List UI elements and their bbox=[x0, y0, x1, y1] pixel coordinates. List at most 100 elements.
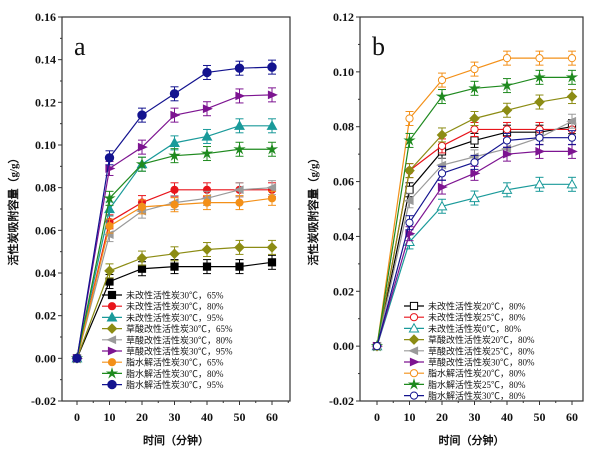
legend-item: 未改性活性炭30℃，65% bbox=[102, 290, 224, 301]
legend-label: 脂水解活性炭20℃，80% bbox=[428, 368, 526, 379]
data-point bbox=[235, 198, 244, 207]
x-tick-label: 0 bbox=[74, 410, 80, 424]
legend-marker bbox=[107, 302, 117, 311]
legend-item: 脂水解活性炭25℃，80% bbox=[404, 378, 526, 390]
data-point bbox=[533, 70, 546, 83]
legend-label: 未改性活性炭30℃，80% bbox=[126, 301, 224, 312]
data-point bbox=[235, 262, 244, 271]
data-point bbox=[502, 149, 513, 159]
legend-label: 草酸改性活性炭25℃，80% bbox=[428, 345, 535, 356]
legend-label: 草酸改性活性炭30℃，65% bbox=[126, 323, 233, 334]
x-tick-label: 60 bbox=[266, 410, 278, 424]
legend-marker bbox=[107, 290, 117, 300]
y-tick-label: 0.12 bbox=[35, 95, 56, 109]
legend-label: 未改性活性炭30℃，95% bbox=[126, 312, 224, 323]
data-point bbox=[267, 90, 278, 100]
x-tick-label: 10 bbox=[104, 410, 116, 424]
legend-item: 草酸改性活性炭20℃，80% bbox=[404, 334, 535, 345]
data-point bbox=[372, 342, 382, 351]
data-point bbox=[201, 244, 213, 255]
x-tick-label: 10 bbox=[404, 410, 416, 424]
x-tick-label: 30 bbox=[169, 410, 181, 424]
legend-item: 未改性活性炭0℃，80% bbox=[404, 322, 522, 334]
data-point bbox=[233, 142, 246, 155]
data-point bbox=[502, 125, 512, 134]
data-point bbox=[137, 264, 147, 273]
x-tick-label: 20 bbox=[436, 410, 448, 424]
data-point bbox=[234, 63, 245, 73]
data-point bbox=[437, 75, 447, 85]
data-point bbox=[567, 54, 577, 63]
legend-label: 未改性活性炭30℃，65% bbox=[126, 290, 224, 301]
x-axis-label: 时间（分钟） bbox=[439, 433, 505, 447]
data-point bbox=[437, 141, 447, 151]
data-point bbox=[104, 265, 115, 277]
data-point bbox=[234, 242, 245, 253]
y-tick-label: 0.02 bbox=[333, 284, 354, 298]
y-tick-label: 0.12 bbox=[333, 10, 354, 24]
data-point bbox=[266, 183, 277, 193]
data-point bbox=[267, 194, 277, 203]
data-point bbox=[501, 184, 513, 194]
data-point bbox=[266, 242, 278, 253]
legend-marker bbox=[107, 379, 117, 390]
legend-item: 脂水解活性炭30℃，80% bbox=[404, 390, 526, 401]
y-tick-label: -0.02 bbox=[329, 394, 354, 408]
data-point bbox=[170, 110, 181, 120]
data-point bbox=[534, 96, 545, 108]
data-point bbox=[469, 192, 480, 203]
data-point bbox=[501, 104, 513, 116]
x-tick-label: 50 bbox=[534, 410, 546, 424]
legend-item: 脂水解活性炭20℃，80% bbox=[404, 368, 526, 379]
legend-label: 脂水解活性炭30℃，80% bbox=[126, 368, 224, 379]
x-tick-label: 0 bbox=[374, 410, 380, 424]
data-point bbox=[267, 62, 277, 72]
data-point bbox=[266, 120, 278, 130]
y-tick-label: -0.02 bbox=[31, 394, 56, 408]
data-point bbox=[437, 169, 447, 178]
data-point bbox=[137, 202, 147, 211]
data-point bbox=[202, 67, 212, 78]
legend-marker bbox=[106, 335, 117, 345]
data-point bbox=[437, 182, 448, 192]
legend-marker bbox=[409, 301, 419, 311]
data-point bbox=[202, 104, 213, 114]
y-tick-label: 0.00 bbox=[35, 351, 56, 365]
data-point bbox=[105, 221, 114, 231]
panel-b: -0.02 0.00 0.02 0.04 0.06 0.08 0.10 0.12 0 10 20 30… bbox=[306, 10, 584, 447]
data-point bbox=[534, 178, 545, 189]
legend-item: 未改性活性炭30℃，95% bbox=[102, 311, 224, 323]
legend-marker bbox=[106, 323, 118, 334]
data-point bbox=[136, 252, 148, 264]
legend-label: 脂水解活性炭25℃，80% bbox=[428, 379, 526, 390]
data-point bbox=[567, 133, 577, 142]
series-9 bbox=[72, 59, 277, 364]
legend-label: 脂水解活性炭30℃，80% bbox=[428, 390, 526, 401]
y-tick-label: 0.08 bbox=[333, 120, 354, 134]
data-point bbox=[168, 149, 181, 161]
legend-label: 未改性活性炭25℃，80% bbox=[428, 312, 526, 323]
x-tick-label: 40 bbox=[501, 410, 513, 424]
y-axis-label: 活性炭吸附容量（g/g） bbox=[6, 152, 20, 265]
data-point bbox=[202, 262, 212, 271]
y-axis-label: 活性炭吸附容量（g/g） bbox=[306, 152, 320, 265]
x-axis-label: 时间（分钟） bbox=[143, 433, 209, 447]
x-tick-label: 30 bbox=[469, 410, 481, 424]
data-point bbox=[233, 185, 244, 195]
legend-item: 脂水解活性炭30℃，80% bbox=[102, 367, 224, 379]
panel-label: a bbox=[74, 32, 86, 61]
x-tick-label: 60 bbox=[566, 410, 578, 424]
data-point bbox=[169, 89, 180, 99]
series-1 bbox=[72, 254, 277, 363]
legend-marker bbox=[106, 311, 118, 322]
data-point bbox=[436, 129, 448, 141]
data-point bbox=[404, 165, 415, 176]
data-point bbox=[470, 168, 481, 178]
legend-marker bbox=[107, 358, 117, 367]
series-8 bbox=[370, 69, 579, 352]
legend-item: 草酸改性活性炭30℃，80% bbox=[404, 357, 535, 368]
data-point bbox=[405, 229, 416, 239]
data-point bbox=[565, 70, 579, 83]
legend-label: 未改性活性炭20℃，80% bbox=[428, 301, 526, 312]
y-tick-label: 0.16 bbox=[35, 10, 56, 24]
